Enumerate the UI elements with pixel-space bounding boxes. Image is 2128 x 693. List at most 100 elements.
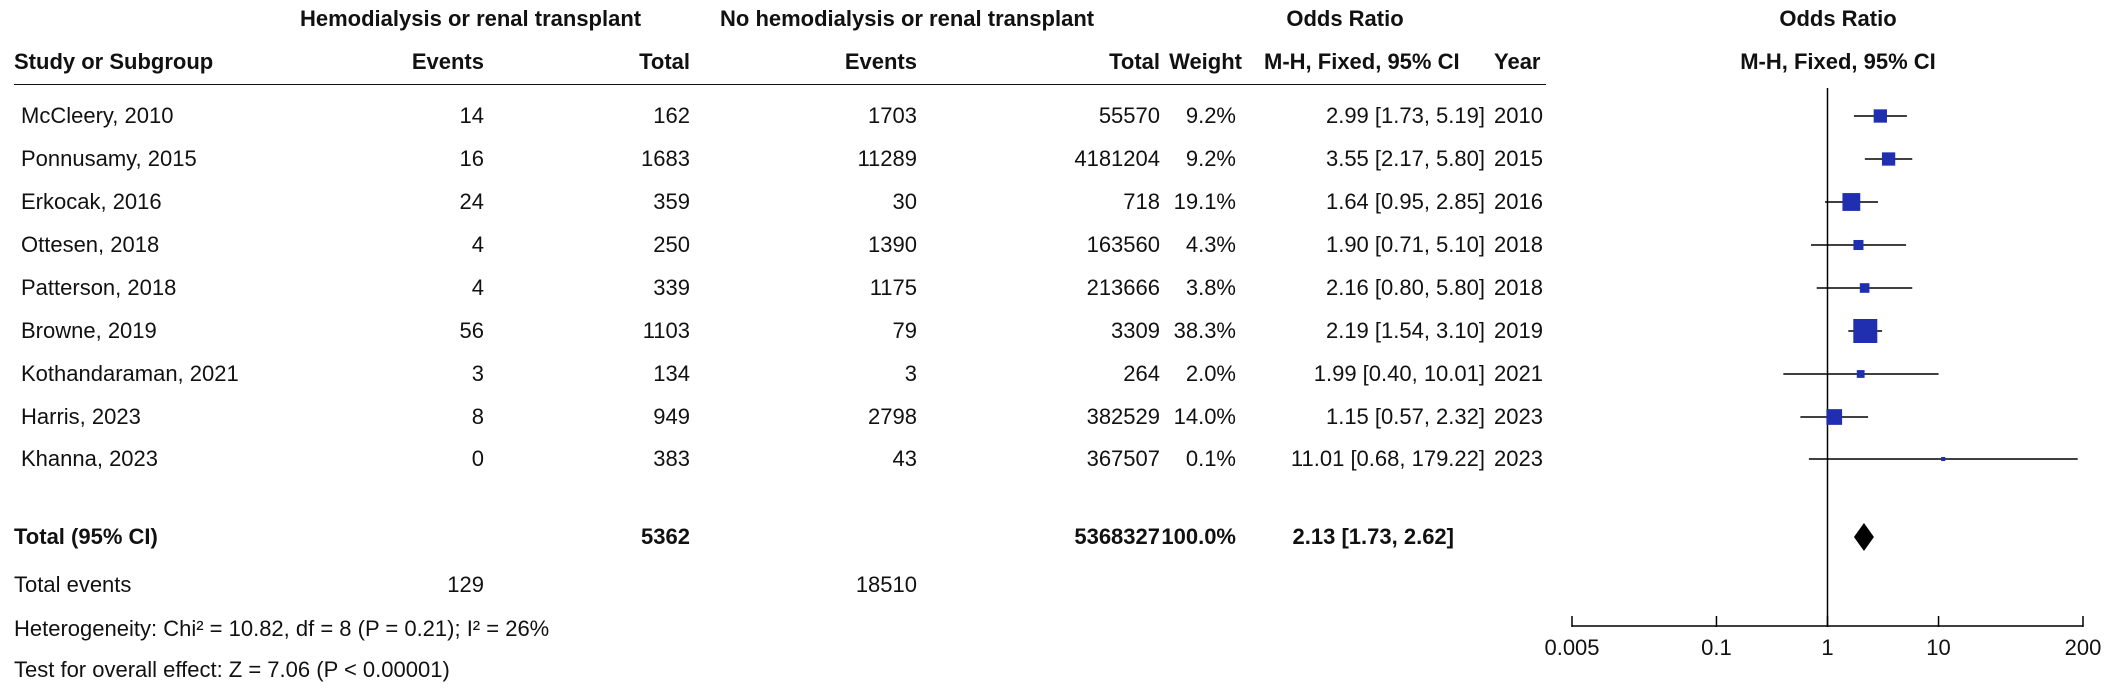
total-events1: 129	[447, 572, 484, 597]
point-estimate	[1853, 319, 1878, 343]
events1: 4	[471, 232, 484, 257]
total1: 162	[653, 103, 690, 128]
events1: 56	[459, 318, 484, 343]
total-events2: 18510	[855, 572, 917, 597]
col-total1: Total	[639, 49, 690, 74]
point-estimate	[1826, 409, 1843, 425]
total-events-row: Total events 129 18510	[0, 572, 1000, 598]
point-estimate	[1881, 152, 1896, 166]
table-row: Erkocak, 2016 24 359 30 718 19.1% 1.64 […	[0, 189, 1543, 215]
weight: 0.1%	[1185, 446, 1236, 471]
col-events2: Events	[844, 49, 917, 74]
total-row: Total (95% CI) 5362 5368327 100.0% 2.13 …	[0, 524, 1540, 550]
study-name: Patterson, 2018	[21, 275, 177, 300]
weight: 4.3%	[1185, 232, 1236, 257]
total2: 367507	[1086, 446, 1160, 471]
odds-ratio-ci: 3.55 [2.17, 5.80]	[1325, 146, 1485, 171]
table-row: Ottesen, 2018 4 250 1390 163560 4.3% 1.9…	[0, 232, 1543, 258]
total2: 213666	[1086, 275, 1160, 300]
total1: 250	[653, 232, 690, 257]
total-weight: 100.0%	[1161, 524, 1236, 549]
col-total2: Total	[1109, 49, 1160, 74]
table-row: Browne, 2019 56 1103 79 3309 38.3% 2.19 …	[0, 318, 1543, 344]
total-events-label: Total events	[14, 572, 132, 597]
events2: 43	[892, 446, 917, 471]
total2: 163560	[1086, 232, 1160, 257]
table-row: Ponnusamy, 2015 16 1683 11289 4181204 9.…	[0, 146, 1543, 172]
total2: 4181204	[1074, 146, 1160, 171]
total1: 383	[653, 446, 690, 471]
x-tick-label: 1	[1821, 635, 1833, 660]
odds-ratio-ci: 1.90 [0.71, 5.10]	[1325, 232, 1485, 257]
events1: 8	[471, 404, 484, 429]
col-events1: Events	[411, 49, 484, 74]
total2: 3309	[1111, 318, 1160, 343]
weight: 3.8%	[1185, 275, 1236, 300]
year: 2023	[1494, 404, 1543, 429]
plot-title: Odds Ratio	[1779, 6, 1897, 31]
total1: 949	[653, 404, 690, 429]
total-total2: 5368327	[1074, 524, 1160, 549]
year: 2021	[1494, 361, 1543, 386]
year: 2010	[1494, 103, 1543, 128]
year: 2023	[1494, 446, 1543, 471]
year: 2015	[1494, 146, 1543, 171]
total-label: Total (95% CI)	[14, 524, 158, 549]
point-estimate	[1859, 283, 1870, 293]
study-name: Kothandaraman, 2021	[21, 361, 239, 386]
total2: 718	[1123, 189, 1160, 214]
study-name: McCleery, 2010	[21, 103, 174, 128]
weight: 38.3%	[1173, 318, 1236, 343]
odds-ratio-ci: 1.64 [0.95, 2.85]	[1325, 189, 1485, 214]
events1: 3	[471, 361, 484, 386]
table-row: Harris, 2023 8 949 2798 382529 14.0% 1.1…	[0, 404, 1543, 430]
total-odds-ratio-ci: 2.13 [1.73, 2.62]	[1292, 524, 1454, 549]
year: 2019	[1494, 318, 1543, 343]
col-study: Study or Subgroup	[14, 49, 214, 74]
events2: 11289	[857, 146, 917, 171]
or-title: Odds Ratio	[1286, 6, 1404, 31]
odds-ratio-ci: 11.01 [0.68, 179.22]	[1290, 446, 1485, 471]
total1: 1103	[642, 318, 690, 343]
study-name: Browne, 2019	[21, 318, 157, 343]
table-row: McCleery, 2010 14 162 1703 55570 9.2% 2.…	[0, 103, 1543, 129]
table-row: Khanna, 2023 0 383 43 367507 0.1% 11.01 …	[0, 446, 1543, 472]
events2: 3	[904, 361, 917, 386]
events2: 30	[892, 189, 917, 214]
events2: 2798	[868, 404, 917, 429]
x-tick-label: 200	[2065, 635, 2102, 660]
total2: 382529	[1086, 404, 1160, 429]
total1: 1683	[641, 146, 690, 171]
events2: 1703	[868, 103, 917, 128]
point-estimate	[1842, 193, 1861, 211]
odds-ratio-ci: 1.99 [0.40, 10.01]	[1313, 361, 1485, 386]
weight: 19.1%	[1173, 189, 1236, 214]
odds-ratio-ci: 2.16 [0.80, 5.80]	[1325, 275, 1485, 300]
study-name: Khanna, 2023	[21, 446, 159, 471]
group1-header: Hemodialysis or renal transplant	[300, 6, 642, 31]
study-name: Erkocak, 2016	[21, 189, 162, 214]
x-tick-label: 10	[1926, 635, 1950, 660]
col-weight: Weight	[1169, 49, 1242, 74]
total1: 339	[653, 275, 690, 300]
events2: 1390	[868, 232, 917, 257]
study-name: Ottesen, 2018	[21, 232, 160, 257]
year: 2018	[1494, 232, 1543, 257]
weight: 9.2%	[1185, 146, 1236, 171]
col-or: M-H, Fixed, 95% CI	[1264, 49, 1460, 74]
weight: 14.0%	[1173, 404, 1236, 429]
x-tick-label: 0.005	[1544, 635, 1599, 660]
study-name: Ponnusamy, 2015	[21, 146, 197, 171]
total1: 359	[653, 189, 690, 214]
point-estimate	[1856, 370, 1865, 378]
table-row: Patterson, 2018 4 339 1175 213666 3.8% 2…	[0, 275, 1543, 301]
year: 2018	[1494, 275, 1543, 300]
odds-ratio-ci: 2.99 [1.73, 5.19]	[1325, 103, 1485, 128]
events2: 1175	[869, 275, 917, 300]
x-tick-label: 0.1	[1701, 635, 1732, 660]
col-year: Year	[1494, 49, 1541, 74]
events2: 79	[892, 318, 917, 343]
study-name: Harris, 2023	[21, 404, 141, 429]
weight: 9.2%	[1185, 103, 1236, 128]
